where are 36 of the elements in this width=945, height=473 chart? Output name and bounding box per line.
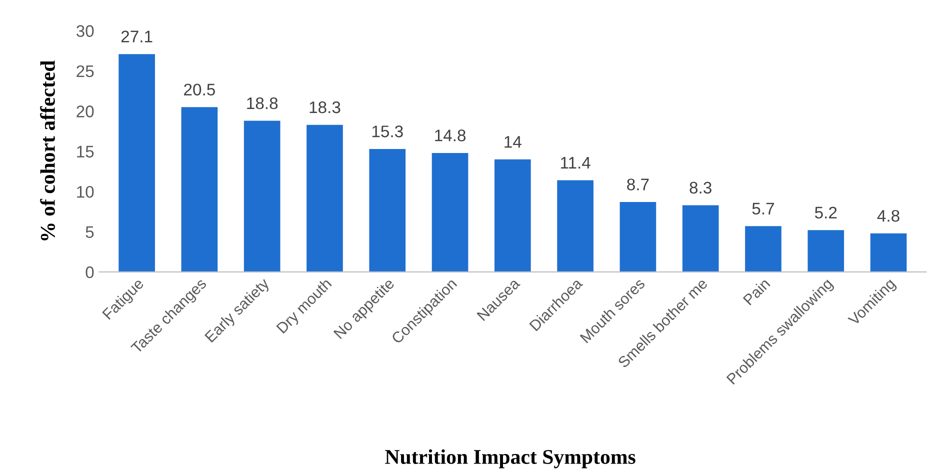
data-label: 11.4 — [560, 157, 590, 169]
data-label: 14.8 — [435, 130, 466, 142]
data-label: 20.5 — [184, 84, 215, 96]
bar — [306, 124, 343, 272]
y-tick-label: 0 — [86, 266, 94, 278]
bar — [118, 54, 155, 272]
data-label: 14 — [504, 136, 522, 148]
bar — [557, 180, 594, 272]
data-label: 8.3 — [690, 182, 712, 194]
bar — [620, 202, 656, 272]
data-label: 8.7 — [627, 178, 649, 190]
bar — [808, 230, 844, 272]
bar — [870, 233, 907, 272]
bar — [369, 148, 406, 272]
data-label: 15.3 — [372, 126, 403, 138]
x-tick-label: Pain — [742, 278, 770, 306]
data-label: 5.2 — [814, 206, 837, 219]
data-label: 4.8 — [877, 210, 900, 222]
x-axis-title: Nutrition Impact Symptoms — [385, 449, 636, 468]
bar — [181, 107, 218, 272]
y-tick-label: 10 — [77, 186, 94, 198]
bar — [244, 120, 280, 272]
bar — [745, 226, 782, 272]
y-tick-label: 30 — [76, 25, 94, 37]
y-tick-label: 25 — [76, 65, 94, 78]
bar — [494, 159, 531, 272]
data-label: 27.1 — [121, 30, 152, 42]
data-label: 18.8 — [247, 97, 278, 110]
data-label: 18.3 — [310, 101, 340, 114]
bar — [682, 205, 719, 272]
bar — [432, 152, 468, 272]
y-tick-label: 15 — [77, 146, 94, 158]
y-axis-title: % of cohort affected — [40, 60, 55, 240]
y-tick-label: 20 — [76, 106, 94, 118]
data-label: 5.7 — [752, 202, 774, 215]
y-tick-label: 5 — [86, 226, 94, 238]
